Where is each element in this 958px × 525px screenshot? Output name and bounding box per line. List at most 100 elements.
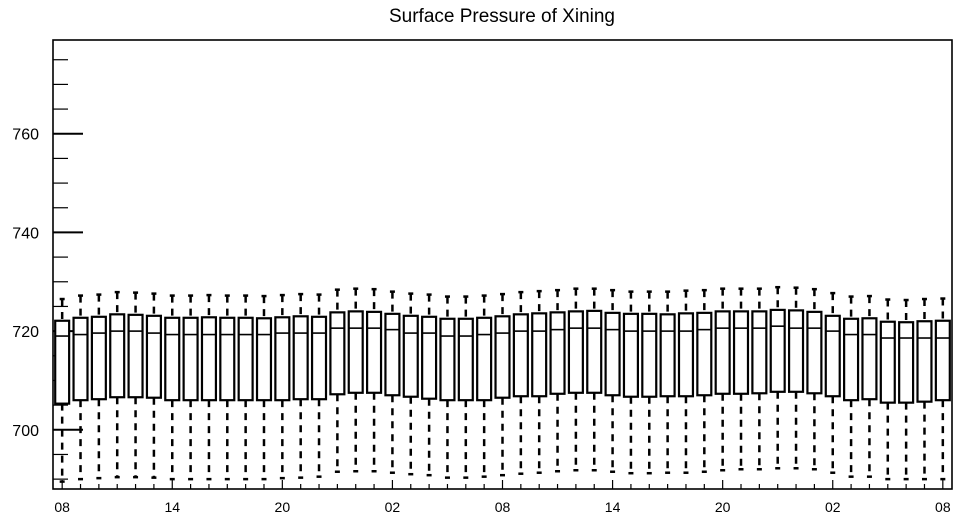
iqr-box	[329, 311, 346, 396]
box-44	[861, 294, 878, 478]
x-tick-label: 14	[605, 499, 621, 515]
box-27	[549, 288, 566, 473]
iqr-box	[365, 310, 383, 394]
iqr-box	[696, 311, 713, 397]
iqr-box	[512, 313, 529, 398]
iqr-box	[237, 316, 254, 402]
box-24	[494, 292, 511, 477]
box-8	[200, 293, 218, 481]
y-axis: 700 720 740 760	[12, 59, 83, 480]
box-17	[365, 287, 383, 473]
box-46	[898, 298, 915, 481]
iqr-box	[806, 310, 823, 395]
iqr-box	[457, 317, 474, 402]
x-tick-label: 02	[385, 499, 401, 515]
boxes	[54, 285, 951, 483]
iqr-box	[567, 310, 584, 394]
x-tick-label: 02	[825, 499, 841, 515]
iqr-box	[879, 320, 896, 404]
box-9	[219, 294, 236, 481]
x-tick-label: 20	[275, 499, 291, 515]
box-5	[145, 292, 162, 479]
iqr-box	[476, 316, 493, 402]
iqr-box	[347, 310, 364, 394]
iqr-box	[292, 315, 309, 401]
iqr-box	[714, 310, 731, 395]
box-7	[182, 294, 199, 481]
box-0	[54, 297, 71, 483]
box-13	[292, 292, 309, 479]
box-37	[732, 287, 750, 471]
iqr-box	[145, 314, 162, 399]
iqr-box	[255, 317, 273, 402]
iqr-box	[787, 309, 805, 393]
box-25	[512, 290, 529, 475]
x-tick-label: 08	[54, 499, 70, 515]
x-tick-label: 14	[164, 499, 180, 515]
box-29	[586, 287, 603, 472]
iqr-box	[72, 316, 89, 402]
box-1	[72, 294, 89, 481]
iqr-box	[384, 312, 401, 397]
box-15	[329, 288, 346, 473]
box-35	[696, 288, 713, 473]
box-43	[843, 295, 860, 478]
box-34	[677, 289, 695, 474]
box-40	[787, 286, 805, 470]
iqr-box	[127, 313, 144, 399]
box-38	[751, 287, 768, 471]
box-21	[439, 295, 456, 479]
box-2	[90, 293, 107, 480]
box-28	[567, 287, 584, 472]
y-tick-label: 700	[12, 423, 39, 440]
iqr-box	[494, 315, 511, 399]
box-26	[531, 289, 548, 474]
iqr-box	[861, 317, 878, 401]
box-10	[237, 294, 254, 481]
plot-frame	[52, 39, 953, 490]
iqr-box	[274, 316, 291, 402]
box-42	[824, 291, 841, 474]
x-tick-label: 20	[715, 499, 731, 515]
box-3	[109, 290, 126, 479]
iqr-box	[659, 313, 676, 398]
box-31	[622, 290, 640, 475]
iqr-box	[90, 315, 107, 401]
iqr-box	[751, 310, 768, 395]
box-47	[916, 297, 933, 481]
iqr-box	[54, 319, 71, 405]
box-16	[347, 287, 364, 473]
box-6	[164, 294, 181, 481]
iqr-box	[604, 311, 621, 397]
box-20	[421, 293, 438, 477]
box-4	[127, 291, 144, 479]
box-18	[384, 290, 401, 474]
y-tick-label: 740	[12, 225, 39, 242]
iqr-box	[531, 312, 548, 398]
box-11	[255, 294, 273, 481]
iqr-box	[439, 317, 456, 402]
box-45	[879, 298, 896, 481]
iqr-box	[402, 314, 419, 398]
iqr-box	[549, 311, 566, 395]
box-30	[604, 288, 621, 473]
box-14	[310, 293, 328, 478]
iqr-box	[109, 313, 126, 399]
y-tick-label: 720	[12, 324, 39, 341]
iqr-box	[182, 316, 199, 402]
iqr-box	[934, 319, 951, 402]
iqr-box	[916, 320, 933, 403]
box-41	[806, 287, 823, 471]
box-36	[714, 287, 731, 472]
box-32	[641, 290, 658, 475]
chart-title: Surface Pressure of Xining	[389, 6, 615, 27]
box-22	[457, 295, 474, 479]
box-33	[659, 290, 676, 474]
iqr-box	[219, 316, 236, 402]
iqr-box	[622, 312, 640, 398]
iqr-box	[898, 321, 915, 404]
box-39	[769, 285, 786, 470]
iqr-box	[164, 316, 181, 402]
